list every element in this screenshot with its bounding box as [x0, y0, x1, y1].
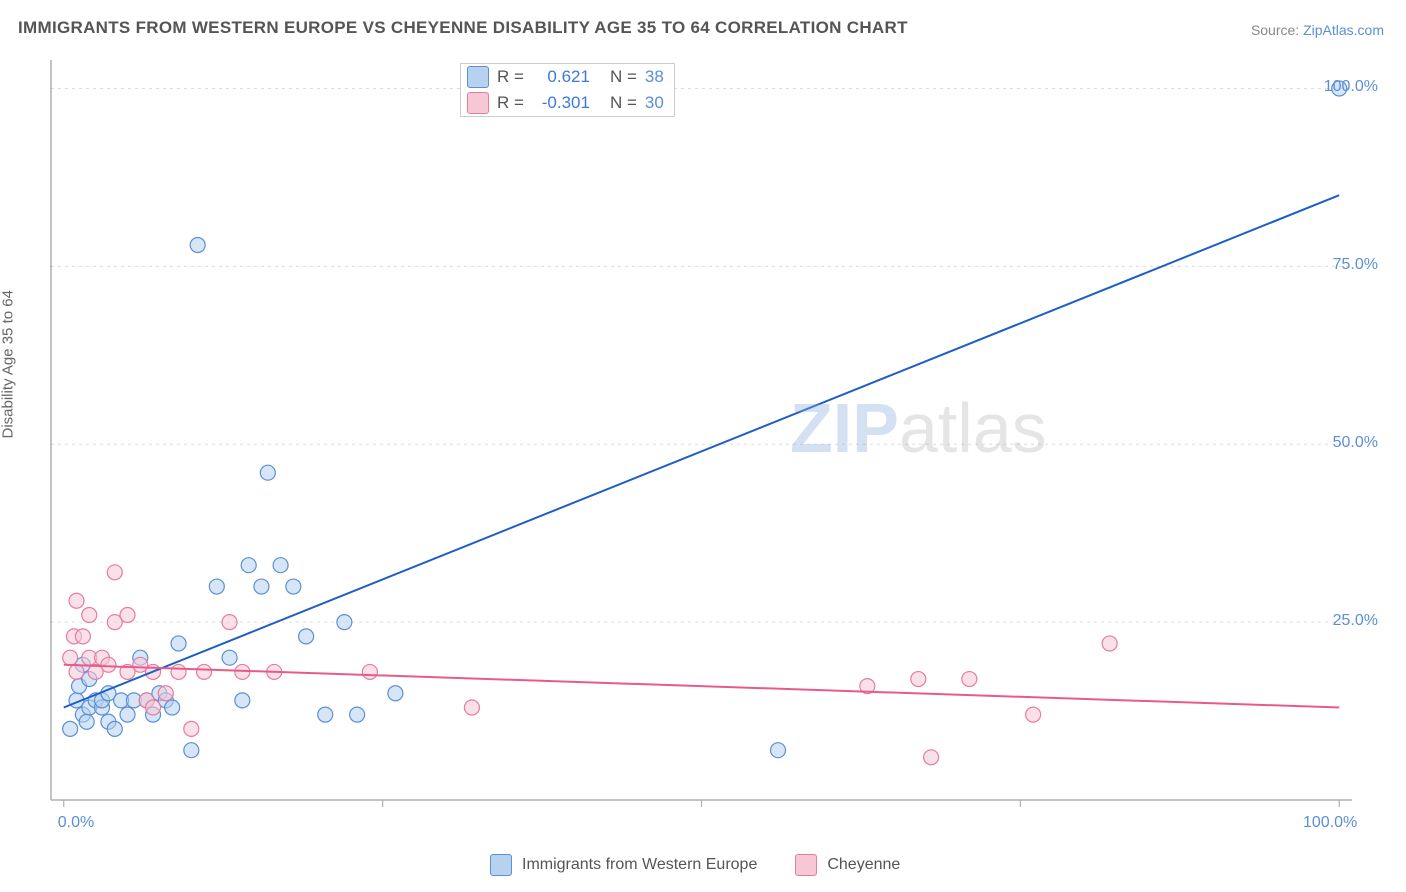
axis-tick-label: 25.0%	[1333, 612, 1378, 630]
axis-tick-label: 0.0%	[58, 814, 94, 832]
correlation-legend: R = 0.621 N = 38 R = -0.301 N = 30	[460, 63, 675, 117]
swatch-series-2	[467, 92, 489, 114]
chart-title: IMMIGRANTS FROM WESTERN EUROPE VS CHEYEN…	[18, 18, 908, 38]
scatter-chart	[50, 58, 1380, 826]
axis-tick-label: 75.0%	[1333, 256, 1378, 274]
correlation-legend-row-2: R = -0.301 N = 30	[461, 90, 674, 116]
swatch-bottom-1	[490, 854, 512, 876]
axis-tick-label: 100.0%	[1303, 814, 1357, 832]
series-legend: Immigrants from Western Europe Cheyenne	[490, 854, 900, 876]
axis-tick-label: 100.0%	[1324, 78, 1378, 96]
source-link[interactable]: ZipAtlas.com	[1303, 22, 1384, 38]
correlation-legend-row-1: R = 0.621 N = 38	[461, 64, 674, 90]
n-label-2: N =	[610, 93, 637, 113]
series-label-1: Immigrants from Western Europe	[522, 856, 757, 874]
axis-tick-label: 50.0%	[1333, 434, 1378, 452]
plot-area: ZIPatlas R = 0.621 N = 38 R = -0.301 N =…	[50, 58, 1380, 826]
y-axis-label: Disability Age 35 to 64	[0, 290, 17, 438]
n-value-1: 38	[645, 67, 664, 87]
swatch-series-1	[467, 66, 489, 88]
r-label-2: R =	[497, 93, 524, 113]
r-label-1: R =	[497, 67, 524, 87]
n-label-1: N =	[610, 67, 637, 87]
r-value-2: -0.301	[538, 93, 590, 113]
swatch-bottom-2	[795, 854, 817, 876]
series-label-2: Cheyenne	[827, 856, 900, 874]
source-prefix: Source:	[1251, 22, 1303, 38]
r-value-1: 0.621	[538, 67, 590, 87]
source-attribution: Source: ZipAtlas.com	[1251, 22, 1384, 38]
n-value-2: 30	[645, 93, 664, 113]
